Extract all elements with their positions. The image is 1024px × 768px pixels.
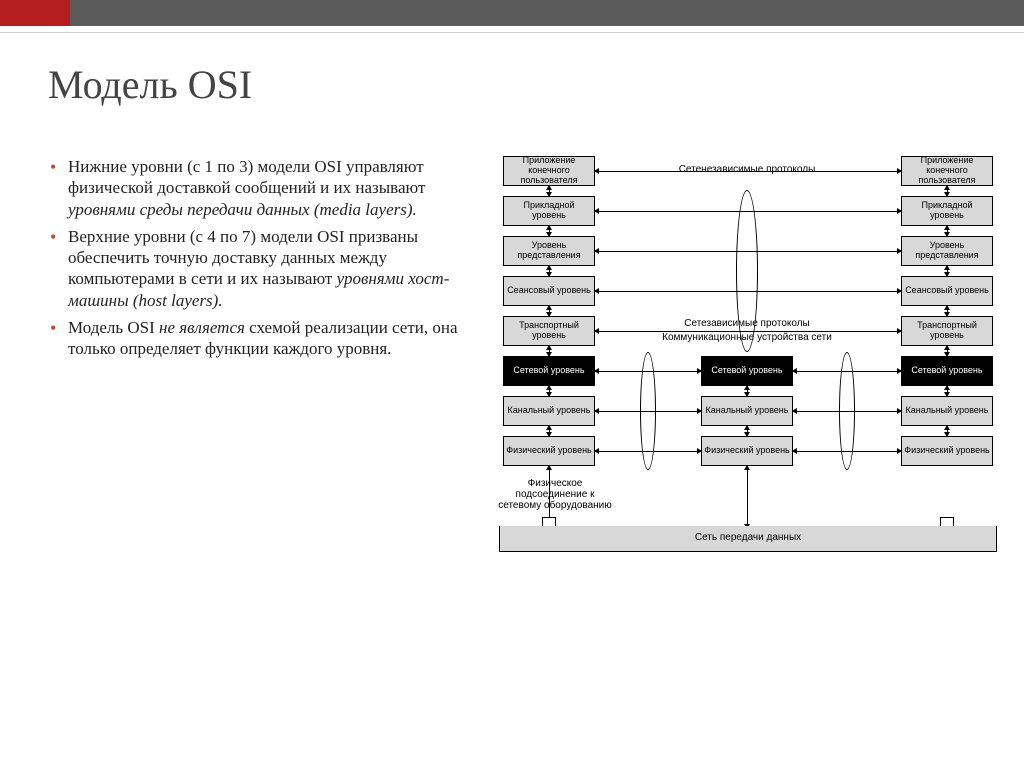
- arrow-vertical: [947, 386, 948, 396]
- layer-box: Приложение конечного пользователя: [503, 156, 595, 186]
- arrow-vertical: [947, 306, 948, 316]
- layer-box: Транспортный уровень: [503, 316, 595, 346]
- layer-box: Канальный уровень: [901, 396, 993, 426]
- layer-box: Канальный уровень: [503, 396, 595, 426]
- layer-box: Уровень представления: [503, 236, 595, 266]
- layer-box: Сетевой уровень: [701, 356, 793, 386]
- arrow-vertical: [747, 386, 748, 396]
- bullet-em: не является: [159, 318, 245, 337]
- arrow-vertical: [947, 186, 948, 196]
- arrow-vertical: [549, 186, 550, 196]
- layer-box: Сеансовый уровень: [901, 276, 993, 306]
- bullet-item: Модель OSI не является схемой реализации…: [48, 317, 493, 360]
- arrow-vertical: [549, 346, 550, 356]
- arrow-vertical: [549, 426, 550, 436]
- arrow-vertical: [549, 306, 550, 316]
- arrow-vertical: [947, 226, 948, 236]
- slide-title: Модель OSI: [0, 33, 1024, 116]
- layer-box: Транспортный уровень: [901, 316, 993, 346]
- ellipse-icon: [839, 352, 855, 470]
- header-bar: [0, 0, 1024, 26]
- arrow-vertical: [947, 266, 948, 276]
- layer-box: Уровень представления: [901, 236, 993, 266]
- arrow-vertical: [747, 426, 748, 436]
- bullet-text: Нижние уровни (с 1 по 3) модели OSI упра…: [68, 157, 425, 197]
- arrow-vertical: [947, 426, 948, 436]
- arrow-vertical: [549, 386, 550, 396]
- diagram-label: Сетезависимые протоколы: [661, 318, 833, 329]
- bullet-item: Верхние уровни (с 4 по 7) модели OSI при…: [48, 226, 493, 311]
- layer-box: Физический уровень: [503, 436, 595, 466]
- layer-box: Прикладной уровень: [901, 196, 993, 226]
- layer-box: Канальный уровень: [701, 396, 793, 426]
- header-accent-gray: [70, 0, 1024, 26]
- layer-box: Физический уровень: [701, 436, 793, 466]
- layer-box: Сетевой уровень: [901, 356, 993, 386]
- osi-diagram: Приложение конечного пользователя Приложе…: [503, 156, 1003, 636]
- layer-box: Сетевой уровень: [503, 356, 595, 386]
- diagram-label: Коммуникационные устройства сети: [661, 332, 833, 343]
- arrow-vertical: [549, 226, 550, 236]
- arrow-vertical: [747, 466, 748, 528]
- arrow-vertical: [947, 346, 948, 356]
- bullet-item: Нижние уровни (с 1 по 3) модели OSI упра…: [48, 156, 493, 220]
- layer-box: Приложение конечного пользователя: [901, 156, 993, 186]
- network-band: Сеть передачи данных: [499, 526, 997, 552]
- content-row: Нижние уровни (с 1 по 3) модели OSI упра…: [0, 116, 1024, 636]
- layer-box: Сеансовый уровень: [503, 276, 595, 306]
- header-accent-red: [0, 0, 70, 26]
- layer-box: Прикладной уровень: [503, 196, 595, 226]
- arrow-vertical: [549, 266, 550, 276]
- layer-box: Физический уровень: [901, 436, 993, 466]
- bullet-em: уровнями среды передачи данных (media la…: [68, 200, 417, 219]
- bullet-text: Модель OSI: [68, 318, 159, 337]
- bullet-list: Нижние уровни (с 1 по 3) модели OSI упра…: [48, 156, 493, 636]
- ellipse-icon: [640, 352, 656, 470]
- diagram-label: Сетенезависимые протоколы: [661, 164, 833, 175]
- diagram-label: Физическое подсоединение к сетевому обор…: [497, 478, 613, 511]
